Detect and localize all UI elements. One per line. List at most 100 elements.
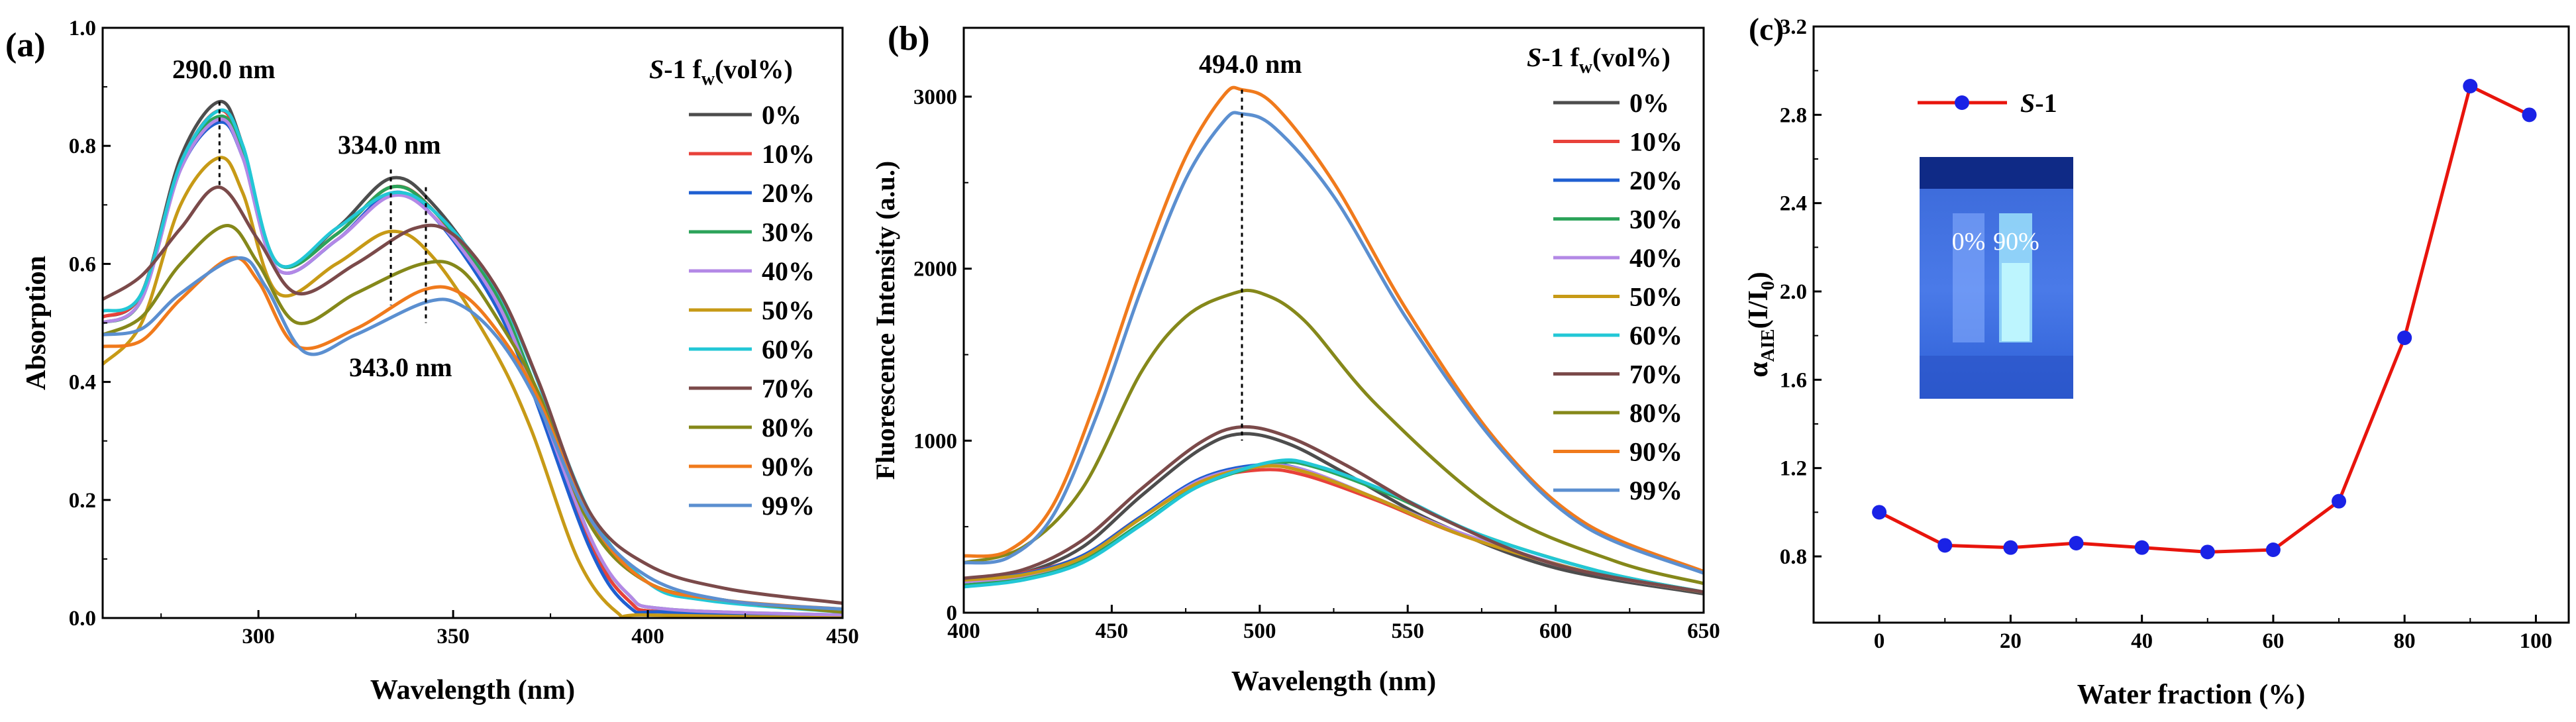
- annotation-494: 494.0 nm: [1199, 49, 1302, 79]
- y-tick-label: 2000: [913, 258, 957, 282]
- legend-entry: 40%: [1629, 243, 1682, 273]
- inset-photo-bottom: [1920, 356, 2073, 399]
- legend-entry: 70%: [1629, 360, 1682, 389]
- legend-entry: 10%: [1629, 127, 1682, 157]
- series-line: [964, 458, 1704, 594]
- y-axis-label: Absorption: [21, 256, 52, 390]
- data-point: [2463, 79, 2478, 93]
- series-line: [964, 288, 1704, 586]
- legend-marker: [1955, 95, 1969, 110]
- series-line: [103, 99, 843, 617]
- y-tick-label: 0: [947, 601, 958, 625]
- legend-entry: 50%: [762, 295, 815, 325]
- x-tick-label: 400: [631, 625, 664, 648]
- x-tick-label: 650: [1687, 619, 1720, 643]
- series-line: [103, 223, 843, 614]
- data-point: [2134, 540, 2149, 555]
- vial-0-percent: [1953, 213, 1984, 342]
- x-axis-label: Water fraction (%): [2077, 680, 2305, 710]
- series-line: [103, 117, 843, 617]
- x-tick-label: 40: [2131, 629, 2153, 653]
- y-tick-label: 3000: [913, 85, 957, 109]
- y-tick-label: 2.0: [1780, 280, 1807, 304]
- series-line: [103, 114, 843, 617]
- series-line: [964, 425, 1704, 594]
- x-tick-label: 20: [2000, 629, 2022, 653]
- panel-a: 300 350 400 450 0.0 0.2 0.4 0.6 0.8 1.0 290.0 nm 33…: [5, 17, 859, 705]
- x-tick-label: 100: [2520, 629, 2553, 653]
- y-tick-label: 0.6: [69, 252, 96, 276]
- data-point: [2069, 536, 2084, 550]
- legend-title: S-1 fw(vol%): [649, 54, 793, 89]
- legend-entry: 99%: [762, 491, 815, 521]
- y-tick-label: 3.2: [1780, 15, 1807, 39]
- panel-label: (b): [888, 20, 930, 58]
- legend-entry: 80%: [1629, 398, 1682, 428]
- series-group: [964, 85, 1704, 595]
- x-tick-label: 300: [242, 625, 275, 648]
- legend-entry: 60%: [1629, 321, 1682, 350]
- series-group: [103, 99, 843, 618]
- y-tick-label: 2.8: [1780, 103, 1807, 127]
- x-tick-label: 600: [1539, 619, 1572, 643]
- y-axis-label: Fluorescence Intensity (a.u.): [870, 161, 900, 480]
- y-axis-label: αAIE(I/I0): [1743, 272, 1778, 378]
- x-tick-label: 500: [1243, 619, 1276, 643]
- y-tick-label: 0.0: [69, 607, 96, 631]
- y-tick-label: 0.2: [69, 489, 96, 513]
- series-line: [103, 108, 843, 614]
- legend-entry: 30%: [1629, 205, 1682, 234]
- legend-entry: 10%: [762, 139, 815, 169]
- series-line: [103, 256, 843, 611]
- plot-frame: [101, 26, 844, 619]
- y-tick-label: 1.2: [1780, 457, 1807, 481]
- inset-label-90: 90%: [1993, 228, 2039, 256]
- series-line: [964, 432, 1704, 595]
- legend-entry: 60%: [762, 335, 815, 364]
- legend-entry: 0%: [1629, 88, 1669, 118]
- series-line: [964, 85, 1704, 574]
- inset-label-0: 0%: [1952, 228, 1986, 256]
- annotation-343: 343.0 nm: [349, 352, 452, 382]
- vial-90-glow: [2002, 263, 2030, 341]
- legend-entry: 30%: [762, 217, 815, 247]
- data-point: [2200, 544, 2215, 560]
- data-point: [2265, 542, 2281, 557]
- plot-frame: [962, 26, 1705, 614]
- data-point: [2522, 107, 2537, 123]
- x-tick-label: 450: [826, 625, 859, 648]
- panel-label: (c): [1749, 12, 1784, 47]
- y-tick-label: 1.6: [1780, 368, 1807, 392]
- legend-entry: 90%: [762, 452, 815, 482]
- y-tick-label: 1000: [913, 429, 957, 453]
- data-point: [2397, 331, 2412, 345]
- legend-title: S-1 fw(vol%): [1527, 42, 1671, 77]
- data-point: [1937, 538, 1953, 553]
- legend-entry: S-1: [2020, 88, 2057, 118]
- data-point: [2003, 540, 2018, 555]
- y-tick-label: 1.0: [69, 17, 96, 40]
- panel-c: 0 20 40 60 80 100 0.8 1.2 1.6 2.0 2.4 2.8 3.2 0% 90% S-…: [1743, 12, 2570, 710]
- inset-photo-top: [1920, 157, 2073, 189]
- legend-entry: 40%: [762, 256, 815, 286]
- series-line: [103, 109, 843, 617]
- series-line: [964, 111, 1704, 575]
- series-line: [103, 156, 843, 618]
- legend-entry: 90%: [1629, 437, 1682, 467]
- x-tick-label: 550: [1391, 619, 1424, 643]
- legend-entry: 20%: [762, 178, 815, 208]
- annotation-334: 334.0 nm: [338, 130, 441, 160]
- y-tick-label: 2.4: [1780, 192, 1807, 216]
- panel-b: 400 450 500 550 600 650 0 1000 2000 3000 494.0 nm (…: [870, 20, 1720, 697]
- series-line: [103, 120, 843, 617]
- annotation-290: 290.0 nm: [172, 54, 276, 84]
- y-tick-label: 0.8: [69, 134, 96, 158]
- x-tick-label: 80: [2394, 629, 2416, 653]
- legend-entry: 50%: [1629, 282, 1682, 312]
- x-tick-label: 400: [947, 619, 980, 643]
- panel-label: (a): [5, 26, 46, 64]
- x-tick-label: 0: [1874, 629, 1885, 653]
- x-axis-label: Wavelength (nm): [370, 675, 575, 705]
- legend-entry: 80%: [762, 413, 815, 442]
